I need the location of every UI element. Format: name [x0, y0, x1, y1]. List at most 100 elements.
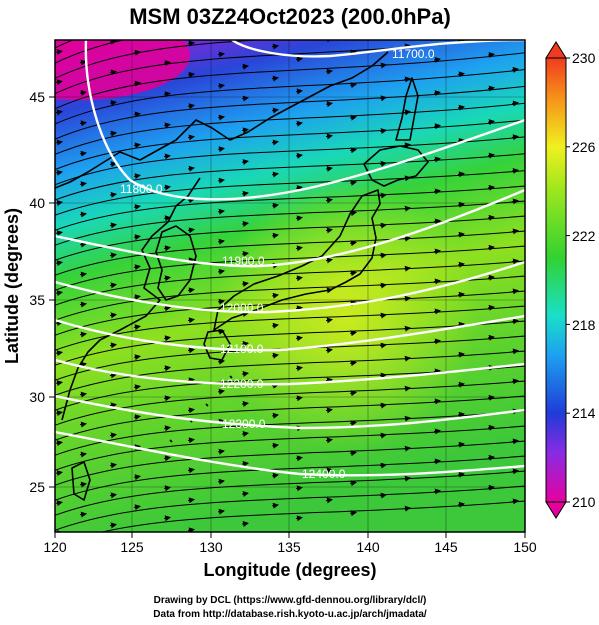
wind-arrow: [217, 146, 225, 153]
wind-arrow: [487, 184, 495, 191]
wind-arrow: [295, 185, 303, 191]
wind-arrow: [133, 204, 141, 211]
wind-arrow: [187, 467, 195, 474]
wind-arrow: [433, 398, 441, 405]
y-tick-label: 40: [29, 195, 45, 211]
wind-arrow: [349, 390, 357, 397]
streamline: [55, 275, 525, 321]
wind-arrow: [349, 450, 357, 457]
wind-arrow: [349, 330, 357, 337]
x-tick-label: 125: [120, 539, 144, 555]
streamline: [55, 68, 525, 125]
colorbar-tick-label: 230: [572, 50, 596, 66]
wind-arrow: [349, 147, 357, 154]
wind-arrow: [433, 90, 441, 97]
colorbar-ticks: [566, 57, 570, 503]
wind-arrow: [109, 40, 117, 45]
wind-arrow: [187, 165, 195, 172]
wind-arrow: [163, 245, 171, 252]
wind-arrow: [511, 468, 519, 475]
wind-arrow: [403, 355, 411, 362]
wind-arrow: [271, 75, 279, 82]
wind-arrow: [241, 251, 249, 257]
streamline: [55, 470, 525, 516]
wind-arrow: [403, 385, 411, 392]
wind-arrow: [295, 152, 303, 159]
wind-arrow: [133, 80, 141, 87]
wind-arrow: [109, 100, 117, 106]
wind-arrow: [109, 252, 117, 259]
colorbar-tick-label: 222: [572, 228, 596, 244]
colorbar: 230 226 222 218 214 210: [545, 41, 596, 519]
wind-arrow: [109, 342, 117, 349]
wind-arrow: [511, 288, 519, 295]
contour-label-11900: 11900.0: [222, 254, 265, 268]
streamline: [55, 85, 525, 140]
wind-arrow: [325, 407, 333, 414]
y-tick-label: 30: [29, 389, 45, 405]
wind-arrow: [379, 462, 387, 469]
wind-arrow: [79, 391, 87, 398]
wind-arrow: [241, 401, 249, 407]
wind-arrow: [349, 114, 357, 121]
wind-arrow: [133, 294, 141, 301]
wind-arrow: [349, 240, 357, 247]
wind-arrow: [217, 298, 225, 305]
wind-arrow: [133, 234, 141, 241]
wind-arrow: [487, 244, 495, 251]
wind-arrow: [187, 134, 195, 141]
wind-arrow: [271, 292, 279, 299]
streamline: [55, 455, 525, 501]
wind-arrow: [379, 402, 387, 409]
wind-arrow: [109, 462, 117, 469]
wind-arrow: [457, 201, 465, 208]
streamline: [55, 170, 525, 216]
wind-arrow: [349, 480, 357, 487]
wind-arrow: [163, 275, 171, 282]
wind-arrow: [241, 311, 249, 317]
wind-arrow: [512, 35, 518, 36]
streamline: [55, 200, 525, 246]
streamline: [55, 52, 525, 110]
contour-label-12000: 12000.0: [220, 301, 264, 315]
credit-drawing: Drawing by DCL (https://www.gfd-dennou.o…: [154, 595, 427, 606]
streamline: [55, 40, 265, 79]
wind-arrow: [109, 372, 117, 379]
wind-arrow: [79, 451, 87, 458]
wind-arrow: [187, 437, 195, 444]
wind-arrow: [187, 287, 195, 294]
wind-arrow: [241, 95, 249, 102]
contour-line: [55, 358, 525, 386]
wind-arrow: [433, 458, 441, 465]
wind-arrow: [163, 184, 171, 191]
wind-arrow: [55, 290, 63, 297]
coastline-sakhalin: [395, 77, 419, 141]
wind-arrow: [325, 68, 333, 75]
wind-arrow: [295, 275, 303, 282]
wind-arrow: [217, 114, 225, 121]
x-tick-label: 135: [277, 539, 301, 555]
wind-arrow: [295, 395, 303, 402]
wind-arrow: [217, 508, 225, 515]
wind-arrow: [403, 475, 411, 482]
wind-arrow: [241, 491, 249, 497]
colorbar-scale: [545, 57, 567, 503]
wind-arrow: [55, 79, 63, 86]
streamline: [55, 119, 525, 171]
wind-arrow: [187, 347, 195, 354]
contour-line: [55, 430, 525, 477]
wind-arrow: [325, 133, 333, 140]
wind-arrow: [511, 100, 519, 107]
wind-arrow: [163, 425, 171, 432]
wind-arrow: [379, 342, 387, 349]
wind-arrow: [511, 498, 519, 505]
wind-arrow: [295, 515, 303, 522]
wind-arrow: [457, 381, 465, 388]
streamline: [55, 395, 525, 441]
wind-arrow: [457, 261, 465, 268]
wind-arrow: [217, 238, 225, 245]
y-tick-label: 35: [29, 292, 45, 308]
streamline: [55, 485, 525, 531]
colorbar-tick-label: 214: [572, 405, 596, 421]
wind-arrow: [271, 139, 279, 146]
